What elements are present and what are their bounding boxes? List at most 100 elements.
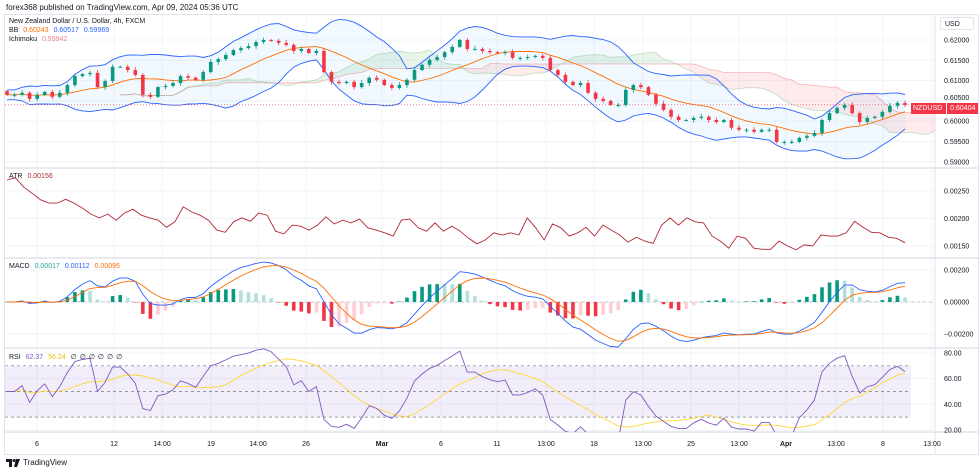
- macd-histogram-bar: [774, 302, 779, 303]
- footer-brand: TradingView: [23, 458, 68, 467]
- candle-down: [571, 81, 575, 86]
- bb-lower-value: 0.59969: [83, 27, 110, 34]
- macd-histogram-bar: [27, 302, 32, 304]
- ichimoku-cloud-segment: [490, 63, 498, 74]
- macd-histogram-bar: [518, 302, 522, 311]
- tradingview-logo-icon: [6, 458, 20, 467]
- candle-down: [307, 48, 311, 53]
- macd-pane: [5, 261, 935, 348]
- candle-down: [141, 74, 145, 95]
- ichimoku-cloud-segment: [859, 92, 868, 120]
- candle-down: [488, 50, 492, 53]
- candle-up: [473, 48, 477, 50]
- ichimoku-cloud-segment: [444, 63, 453, 69]
- bb-fill: [7, 19, 905, 159]
- candle-down: [601, 98, 605, 101]
- ichimoku-cloud-segment: [633, 53, 641, 64]
- ichimoku-cloud-segment: [173, 91, 181, 96]
- macd-histogram-bar: [442, 284, 447, 302]
- x-tick-label: 13:00: [537, 441, 555, 448]
- macd-histogram-bar: [412, 291, 417, 302]
- macd-hist-value: 0.00017: [34, 263, 60, 270]
- bb-label: BB: [9, 27, 19, 34]
- candle-down: [186, 76, 190, 78]
- macd-histogram-bar: [790, 302, 794, 304]
- ichimoku-cloud-segment: [731, 72, 739, 90]
- atr-legend[interactable]: ATR 0.00156: [9, 173, 56, 180]
- x-tick-label: 14:00: [153, 441, 171, 448]
- macd-histogram-bar: [352, 302, 356, 321]
- candle-up: [503, 52, 507, 54]
- ichimoku-legend[interactable]: Ichimoku 0.59942: [9, 36, 70, 43]
- candle-down: [563, 74, 568, 82]
- candle-up: [691, 117, 696, 120]
- macd-histogram-bar: [608, 302, 613, 314]
- macd-histogram-bar: [706, 300, 711, 302]
- candle-up: [525, 57, 530, 59]
- y-tick-label: 0.00200: [944, 216, 969, 223]
- ichimoku-cloud-segment: [286, 82, 294, 86]
- symbol-legend[interactable]: New Zealand Dollar / U.S. Dollar, 4h, FX…: [9, 18, 148, 25]
- candle-down: [706, 116, 711, 120]
- ichimoku-cloud-segment: [482, 63, 490, 74]
- axes: 6 12 14:00 19 14:00 26 Mar 6 11 13:00 18 13:00 25 13:…: [35, 38, 973, 449]
- candle-up: [367, 77, 372, 84]
- ichimoku-cloud-segment: [316, 75, 324, 83]
- macd-histogram-bar: [382, 302, 387, 304]
- rsi-ma-value: 56.24: [48, 354, 66, 361]
- currency-button[interactable]: USD: [940, 17, 974, 30]
- ichimoku-cloud-segment: [542, 64, 551, 74]
- y-tick-label: 0.00000: [944, 300, 969, 307]
- candle-up: [178, 76, 183, 84]
- macd-histogram-bar: [593, 302, 598, 317]
- macd-histogram-bar: [510, 302, 515, 310]
- macd-histogram-bar: [224, 289, 228, 302]
- rsi-na-value: ∅: [79, 354, 86, 361]
- ichimoku-cloud-segment: [671, 61, 679, 65]
- macd-histogram-bar: [450, 284, 455, 302]
- ichimoku-cloud-segment: [776, 74, 785, 101]
- macd-histogram-bar: [299, 302, 304, 312]
- ichimoku-label: Ichimoku: [9, 36, 38, 43]
- macd-histogram-bar: [208, 292, 213, 302]
- ichimoku-cloud-segment: [852, 92, 860, 117]
- candle-up: [518, 57, 522, 59]
- rsi-na-value: ∅: [116, 354, 123, 361]
- candle-down: [752, 129, 756, 132]
- candle-down: [774, 129, 779, 142]
- rsi-value: 62.37: [25, 354, 44, 361]
- candle-up: [359, 83, 364, 88]
- ichimoku-cloud-segment: [550, 64, 558, 71]
- rsi-label: RSI: [9, 354, 21, 361]
- ichimoku-cloud-segment: [263, 81, 272, 83]
- candle-down: [480, 48, 485, 51]
- candle-up: [420, 64, 424, 71]
- macd-histogram-bar: [616, 302, 621, 310]
- candle-down: [737, 127, 741, 130]
- macd-histogram-bar: [390, 302, 394, 304]
- candle-up: [623, 89, 628, 105]
- atr-label: ATR: [9, 173, 23, 180]
- x-tick-label: 6: [35, 441, 39, 448]
- x-tick-label: 12: [110, 441, 118, 448]
- y-tick-label: 40.00: [944, 402, 962, 409]
- ichimoku-cloud-segment: [346, 63, 355, 75]
- footer[interactable]: TradingView: [6, 458, 67, 467]
- macd-histogram-bar: [473, 295, 477, 302]
- candle-up: [865, 117, 870, 123]
- candle-up: [435, 57, 439, 60]
- macd-histogram-bar: [103, 301, 107, 302]
- macd-histogram-bar: [239, 290, 243, 302]
- macd-legend[interactable]: MACD 0.00017 0.00112 0.00095: [9, 263, 123, 270]
- macd-histogram-bar: [797, 299, 802, 302]
- bb-legend[interactable]: BB 0.60243 0.60517 0.59969: [9, 27, 112, 34]
- rsi-legend[interactable]: RSI 62.37 56.24 ∅ ∅ ∅ ∅ ∅ ∅: [9, 353, 125, 361]
- ichimoku-cloud-segment: [973, 115, 980, 119]
- macd-histogram-bar: [880, 300, 885, 302]
- candle-up: [20, 92, 24, 95]
- macd-histogram-bar: [397, 301, 402, 303]
- candle-up: [110, 66, 115, 82]
- macd-histogram-bar: [737, 301, 741, 303]
- atr-line: [6, 177, 906, 251]
